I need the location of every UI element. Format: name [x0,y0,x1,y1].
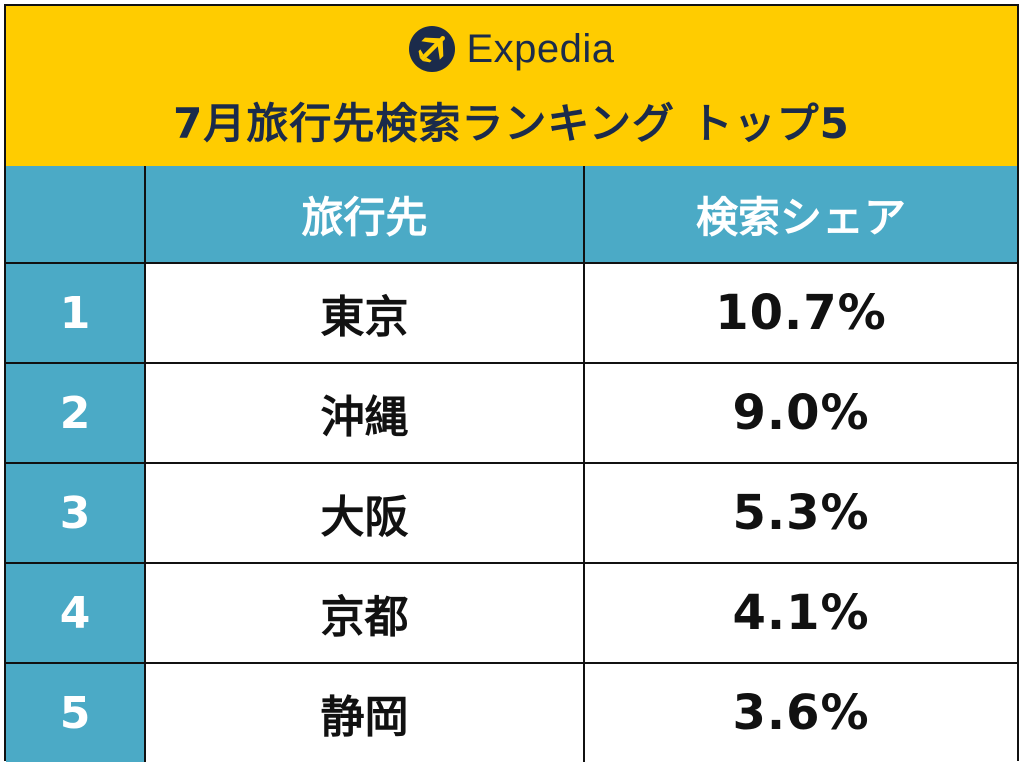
table-row: 4 京都 4.1% [6,562,1017,664]
destination-cell: 京都 [144,562,585,664]
table-row: 5 静岡 3.6% [6,662,1017,762]
header-banner: Expedia 7月旅行先検索ランキング トップ5 [6,6,1017,168]
rank-cell: 2 [6,362,146,464]
share-column-header: 検索シェア [583,166,1017,264]
table-row: 2 沖縄 9.0% [6,362,1017,464]
rank-cell: 4 [6,562,146,664]
page-title: 7月旅行先検索ランキング トップ5 [173,99,850,148]
destination-cell: 沖縄 [144,362,585,464]
share-cell: 10.7% [583,262,1017,364]
share-cell: 5.3% [583,462,1017,564]
destination-cell: 東京 [144,262,585,364]
rank-cell: 1 [6,262,146,364]
airplane-icon [409,26,456,72]
table-row: 3 大阪 5.3% [6,462,1017,564]
brand-name: Expedia [466,26,615,71]
share-cell: 3.6% [583,662,1017,762]
share-cell: 4.1% [583,562,1017,664]
destination-column-header: 旅行先 [144,166,585,264]
rank-cell: 5 [6,662,146,762]
brand-lockup: Expedia [6,22,1017,76]
table-row: 1 東京 10.7% [6,262,1017,364]
destination-cell: 大阪 [144,462,585,564]
rank-column-header [6,166,146,264]
ranking-card: Expedia 7月旅行先検索ランキング トップ5 旅行先 検索シェア 1 東京… [4,4,1019,762]
ranking-table: 旅行先 検索シェア 1 東京 10.7% 2 沖縄 9.0% 3 大阪 5.3%… [6,166,1017,762]
rank-cell: 3 [6,462,146,564]
table-header-row: 旅行先 検索シェア [6,166,1017,264]
share-cell: 9.0% [583,362,1017,464]
destination-cell: 静岡 [144,662,585,762]
